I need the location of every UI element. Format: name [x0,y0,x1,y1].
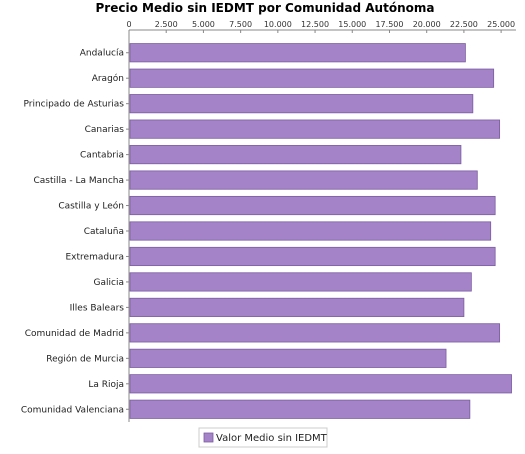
bar [129,94,474,114]
bar [129,272,472,292]
legend-frame [198,427,328,448]
x-tick-label: 22.500 [450,20,478,29]
bar [129,374,512,394]
category-label: Región de Murcia [46,353,124,364]
legend-label: Valor Medio sin IEDMT [216,433,328,444]
bar [129,170,478,190]
legend-swatch [203,432,214,443]
category-label: Illes Balears [70,303,125,313]
bar [129,323,501,343]
category-label: La Rioja [88,380,124,390]
x-tick-label: 7.500 [229,20,252,29]
bar [129,119,501,139]
category-label: Andalucía [80,49,124,59]
category-label: Castilla y León [58,201,124,212]
category-label: Principado de Asturias [23,100,124,110]
chart-title: Precio Medio sin IEDMT por Comunidad Aut… [96,1,435,15]
bar [129,246,496,267]
x-tick-label: 0 [126,20,131,29]
bar [129,145,462,165]
category-label: Extremadura [66,252,125,262]
x-tick-label: 15.000 [338,20,366,29]
category-label: Cataluña [84,227,124,237]
x-tick-label: 2.500 [155,20,178,29]
x-tick-label: 12.500 [301,20,329,29]
bars [129,43,512,419]
category-label: Aragón [92,73,124,84]
bar [129,195,496,216]
category-label: Canarias [85,125,125,135]
bar [129,399,471,419]
category-label: Comunidad de Madrid [25,329,124,339]
x-tick-label: 17.500 [375,20,403,29]
bar [129,348,447,368]
y-axis: Andalucía Aragón Principado de Asturias Can… [21,30,130,422]
bar [129,68,495,88]
bar [129,297,465,317]
x-tick-label: 5.000 [192,20,215,29]
x-axis: 0 2.500 5.000 7.500 10.000 12.500 15.000 17.500… [126,20,516,33]
category-label: Castilla - La Mancha [33,176,124,186]
bar [129,43,466,63]
category-label: Galicia [94,278,124,288]
category-label: Cantabria [80,151,124,161]
legend: Valor Medio sin IEDMT [198,427,328,448]
bar [129,221,492,241]
x-tick-label: 25.000 [487,20,515,29]
category-label: Comunidad Valenciana [21,405,124,415]
x-tick-label: 10.000 [264,20,292,29]
x-tick-label: 20.000 [413,20,441,29]
